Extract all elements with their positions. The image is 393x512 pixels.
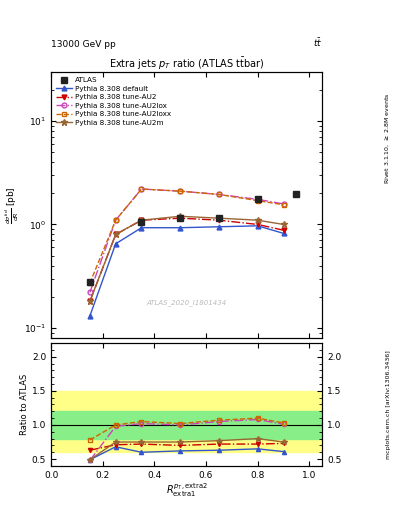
Pythia 8.308 tune-AU2m <box>139 217 144 223</box>
Pythia 8.308 tune-AU2m <box>113 231 118 238</box>
Text: Rivet 3.1.10, $\geq$ 2.8M events: Rivet 3.1.10, $\geq$ 2.8M events <box>384 93 391 184</box>
Line: Pythia 8.308 default: Pythia 8.308 default <box>87 223 286 318</box>
ATLAS <box>139 219 144 225</box>
Pythia 8.308 tune-AU2lox <box>139 186 144 192</box>
ATLAS <box>217 215 221 221</box>
Pythia 8.308 default <box>217 224 221 230</box>
Pythia 8.308 default <box>88 313 92 319</box>
Line: ATLAS: ATLAS <box>87 191 299 285</box>
Line: Pythia 8.308 tune-AU2lox: Pythia 8.308 tune-AU2lox <box>87 186 286 295</box>
Pythia 8.308 tune-AU2 <box>281 227 286 233</box>
Pythia 8.308 tune-AU2m <box>255 217 260 223</box>
Pythia 8.308 tune-AU2lox <box>255 196 260 202</box>
Pythia 8.308 tune-AU2lox <box>281 201 286 207</box>
Y-axis label: $\frac{d\sigma^{\rm fid}}{dR}$ [pb]: $\frac{d\sigma^{\rm fid}}{dR}$ [pb] <box>4 186 21 224</box>
Pythia 8.308 default <box>255 223 260 229</box>
Line: Pythia 8.308 tune-AU2: Pythia 8.308 tune-AU2 <box>87 216 286 304</box>
Pythia 8.308 tune-AU2m <box>178 213 183 219</box>
Pythia 8.308 tune-AU2m <box>281 221 286 227</box>
Pythia 8.308 tune-AU2loxx <box>88 280 92 286</box>
Line: Pythia 8.308 tune-AU2m: Pythia 8.308 tune-AU2m <box>87 213 286 305</box>
Pythia 8.308 tune-AU2 <box>113 231 118 238</box>
Text: 13000 GeV pp: 13000 GeV pp <box>51 39 116 49</box>
Pythia 8.308 tune-AU2lox <box>217 191 221 198</box>
Pythia 8.308 default <box>178 225 183 231</box>
Title: Extra jets $p_{T}$ ratio (ATLAS t$\bar{\rm t}$bar): Extra jets $p_{T}$ ratio (ATLAS t$\bar{\… <box>109 55 264 72</box>
Pythia 8.308 tune-AU2loxx <box>281 202 286 208</box>
ATLAS <box>88 279 92 285</box>
Line: Pythia 8.308 tune-AU2loxx: Pythia 8.308 tune-AU2loxx <box>87 186 286 286</box>
Pythia 8.308 tune-AU2 <box>88 298 92 305</box>
Pythia 8.308 tune-AU2m <box>217 215 221 221</box>
Pythia 8.308 tune-AU2loxx <box>217 191 221 198</box>
Pythia 8.308 default <box>281 230 286 237</box>
Pythia 8.308 tune-AU2 <box>255 221 260 227</box>
Pythia 8.308 tune-AU2loxx <box>139 186 144 192</box>
ATLAS <box>255 196 260 202</box>
Pythia 8.308 tune-AU2loxx <box>255 198 260 204</box>
Bar <box>51 411 322 439</box>
Pythia 8.308 tune-AU2lox <box>88 289 92 295</box>
Pythia 8.308 tune-AU2 <box>178 215 183 221</box>
Pythia 8.308 default <box>139 225 144 231</box>
Pythia 8.308 tune-AU2lox <box>178 188 183 194</box>
ATLAS <box>178 215 183 221</box>
Pythia 8.308 tune-AU2loxx <box>113 217 118 223</box>
Pythia 8.308 tune-AU2 <box>217 217 221 223</box>
Legend: ATLAS, Pythia 8.308 default, Pythia 8.308 tune-AU2, Pythia 8.308 tune-AU2lox, Py: ATLAS, Pythia 8.308 default, Pythia 8.30… <box>55 75 173 127</box>
Text: $t\bar{t}$: $t\bar{t}$ <box>313 36 322 49</box>
Y-axis label: Ratio to ATLAS: Ratio to ATLAS <box>20 374 29 435</box>
Pythia 8.308 tune-AU2loxx <box>178 188 183 194</box>
X-axis label: $R_{\rm extra1}^{p_{T},{\rm extra2}}$: $R_{\rm extra1}^{p_{T},{\rm extra2}}$ <box>166 481 208 499</box>
Pythia 8.308 tune-AU2lox <box>113 217 118 223</box>
Bar <box>51 391 322 452</box>
Pythia 8.308 tune-AU2m <box>88 298 92 305</box>
Pythia 8.308 tune-AU2 <box>139 217 144 223</box>
Text: mcplots.cern.ch [arXiv:1306.3436]: mcplots.cern.ch [arXiv:1306.3436] <box>386 350 391 459</box>
Text: ATLAS_2020_I1801434: ATLAS_2020_I1801434 <box>147 299 227 306</box>
Pythia 8.308 default <box>113 241 118 247</box>
ATLAS <box>294 191 299 198</box>
